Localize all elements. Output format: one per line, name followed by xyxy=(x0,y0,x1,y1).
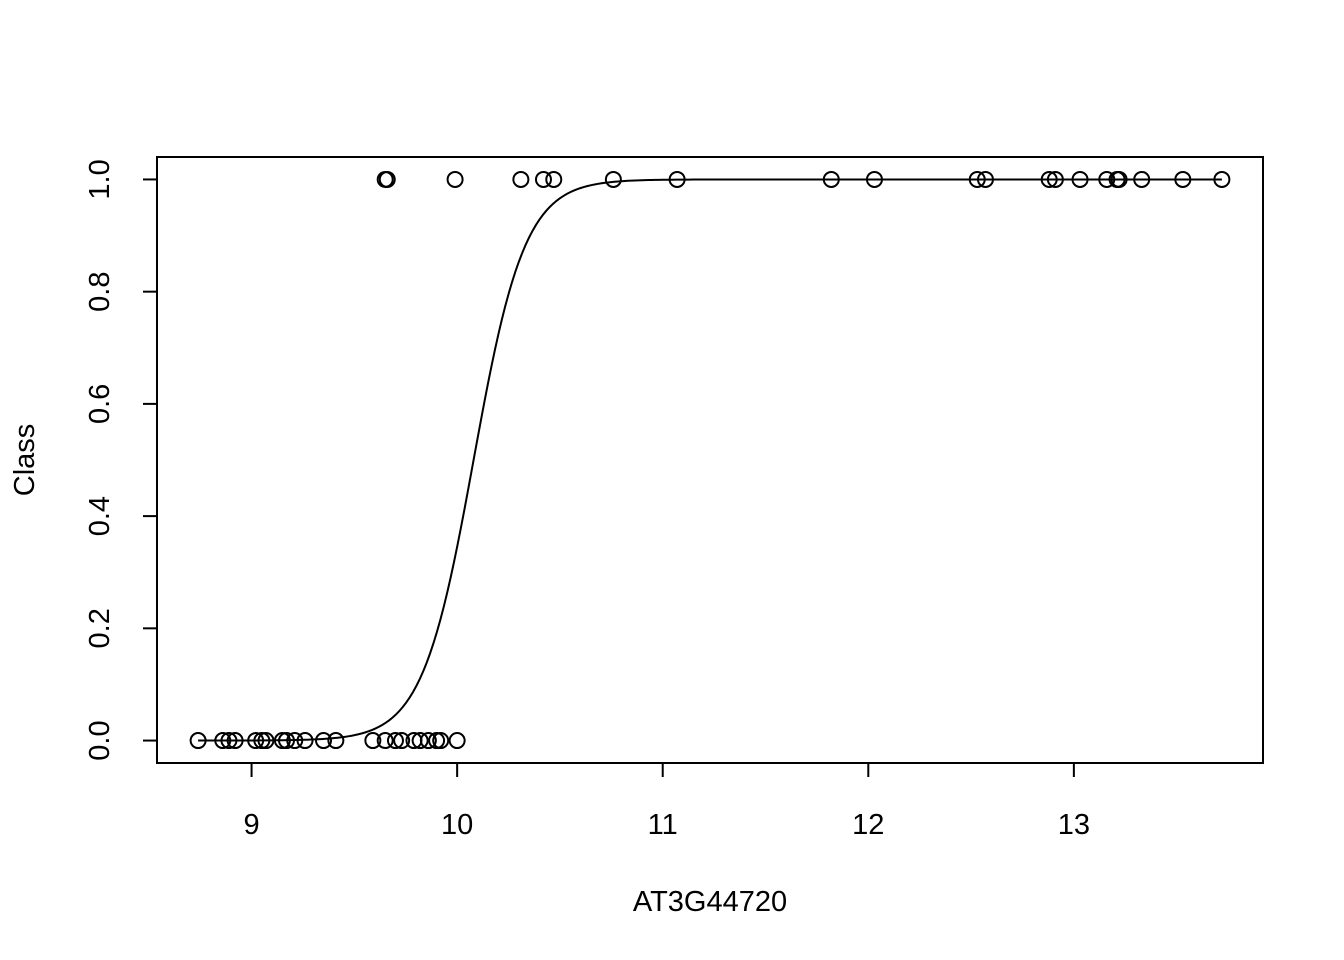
plot-box xyxy=(156,156,1264,764)
data-point xyxy=(364,732,382,750)
x-tick-label: 11 xyxy=(648,809,678,841)
data-point xyxy=(448,732,466,750)
data-point xyxy=(378,170,396,188)
data-point xyxy=(1098,170,1116,188)
data-point xyxy=(273,732,291,750)
data-point xyxy=(822,170,840,188)
data-point xyxy=(604,170,622,188)
data-point xyxy=(296,732,314,750)
y-axis: 0.0 0.2 0.4 0.6 0.8 1.0 xyxy=(84,159,158,761)
x-axis: 9 10 11 12 13 xyxy=(243,762,1090,841)
x-tick-label: 9 xyxy=(243,809,259,841)
data-point xyxy=(226,732,244,750)
data-point xyxy=(545,170,563,188)
data-point xyxy=(968,170,986,188)
data-point xyxy=(976,170,994,188)
data-point xyxy=(512,170,530,188)
data-points xyxy=(189,170,1231,750)
fitted-logistic-curve xyxy=(198,178,1222,742)
data-point xyxy=(1110,170,1128,188)
data-point xyxy=(386,732,404,750)
data-point xyxy=(428,732,446,750)
data-point xyxy=(327,732,345,750)
data-point xyxy=(257,732,275,750)
data-point xyxy=(247,732,265,750)
data-point xyxy=(1213,170,1231,188)
data-point xyxy=(315,732,333,750)
data-point xyxy=(865,170,883,188)
data-point xyxy=(189,732,207,750)
data-point xyxy=(376,732,394,750)
y-tick-label: 1.0 xyxy=(84,159,116,199)
data-point xyxy=(446,170,464,188)
data-point xyxy=(432,732,450,750)
data-point xyxy=(1046,170,1064,188)
data-point xyxy=(1071,170,1089,188)
y-axis-label: Class xyxy=(9,424,41,497)
data-point xyxy=(253,732,271,750)
x-tick-label: 10 xyxy=(441,809,473,841)
data-point xyxy=(393,732,411,750)
x-tick-label: 12 xyxy=(852,809,884,841)
data-point xyxy=(1040,170,1058,188)
y-tick-label: 0.8 xyxy=(84,272,116,312)
data-point xyxy=(214,732,232,750)
y-tick-label: 0.0 xyxy=(84,720,116,760)
x-axis-label: AT3G44720 xyxy=(633,886,787,918)
data-point xyxy=(278,732,296,750)
data-point xyxy=(668,170,686,188)
y-tick-label: 0.4 xyxy=(84,496,116,536)
y-tick-label: 0.2 xyxy=(84,608,116,648)
data-point xyxy=(411,732,429,750)
x-tick-label: 13 xyxy=(1058,809,1090,841)
data-point xyxy=(419,732,437,750)
data-point xyxy=(1174,170,1192,188)
data-point xyxy=(1133,170,1151,188)
data-point xyxy=(534,170,552,188)
data-point xyxy=(286,732,304,750)
data-point xyxy=(220,732,238,750)
y-tick-label: 0.6 xyxy=(84,384,116,424)
